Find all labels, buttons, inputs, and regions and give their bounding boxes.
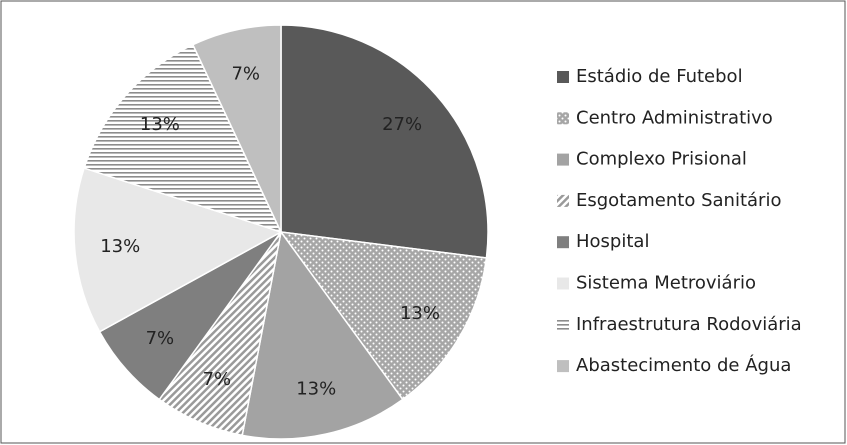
legend-label: Centro Administrativo: [576, 107, 773, 128]
legend-swatch: [557, 236, 569, 249]
pie-slice: [73, 167, 283, 333]
pie-slice: [241, 230, 404, 440]
legend-swatch: [557, 71, 569, 83]
data-label: 13%: [296, 379, 336, 400]
legend-swatch: [557, 318, 569, 331]
legend-label: Infraestrutura Rodoviária: [576, 314, 802, 335]
data-label: 7%: [203, 369, 232, 390]
legend-swatch: [557, 194, 569, 207]
legend-label: Sistema Metroviário: [576, 273, 756, 294]
legend-label: Esgotamento Sanitário: [576, 190, 781, 211]
data-label: 13%: [100, 236, 140, 257]
data-label: 13%: [400, 303, 440, 324]
legend-label: Complexo Prisional: [576, 149, 747, 170]
pie-slice: [191, 24, 282, 233]
data-label: 27%: [382, 114, 422, 135]
legend-swatch: [557, 112, 569, 125]
pie-slice: [280, 24, 489, 259]
legend-swatch: [557, 153, 569, 166]
legend-label: Abastecimento de Água: [576, 354, 791, 376]
legend-swatch: [557, 360, 569, 373]
data-label: 7%: [146, 328, 175, 349]
legend-label: Estádio de Futebol: [576, 66, 743, 87]
pie-slice: [83, 43, 283, 234]
legend-swatch: [557, 277, 569, 290]
data-label: 7%: [231, 63, 260, 84]
pie-slice: [279, 231, 488, 401]
data-label: 13%: [140, 114, 180, 135]
legend-label: Hospital: [576, 231, 649, 252]
